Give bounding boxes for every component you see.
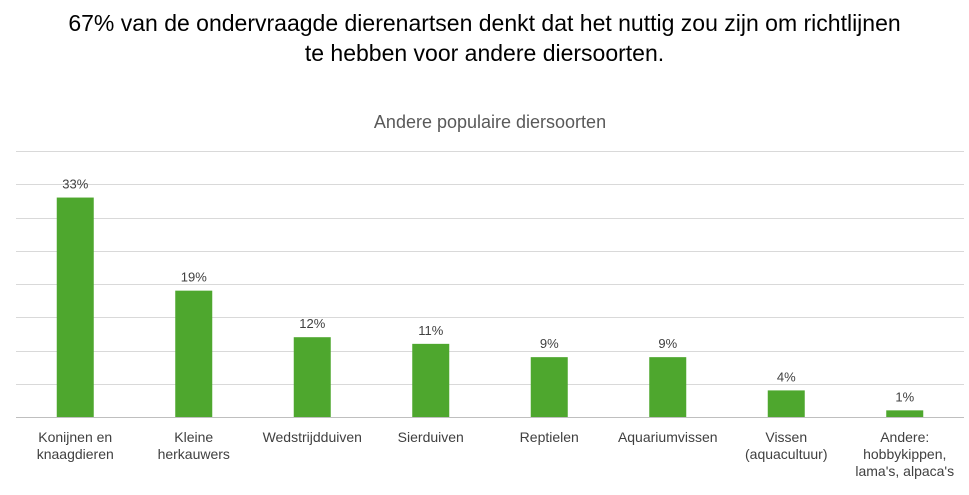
page-title-line-2: te hebben voor andere diersoorten. [304,40,665,66]
bar [649,357,687,417]
x-tick-label: Wedstrijdduiven [263,429,362,445]
x-tick-label: Kleine herkauwers [158,429,230,462]
data-label: 33% [62,177,88,192]
bar [886,410,924,417]
data-label: 12% [299,316,325,331]
bar [175,290,213,417]
x-tick-label: Andere: hobbykippen, lama's, alpaca's [855,429,954,479]
page-title-line-1: 67% van de ondervraagde dierenartsen den… [68,10,901,36]
data-labels: 33% 19% 12% 11% 9% 9% 4% 1% [62,177,914,405]
bar [530,357,568,417]
data-label: 11% [418,323,443,338]
data-label: 1% [895,389,914,404]
data-label: 19% [181,270,207,285]
chart-title: Andere populaire diersoorten [374,112,606,132]
bar [767,390,805,417]
gridlines [16,151,964,418]
x-tick-label: Sierduiven [398,429,464,445]
bar [56,197,94,417]
page-title: 67% van de ondervraagde dierenartsen den… [0,8,969,68]
bars [56,197,924,417]
x-axis-labels: Konijnen en knaagdieren Kleine herkauwers We… [37,429,954,479]
data-label: 9% [658,336,677,351]
x-tick-label: Aquariumvissen [618,429,718,445]
bar [293,337,331,417]
x-tick-label: Vissen (aquacultuur) [745,429,828,462]
x-tick-label: Konijnen en knaagdieren [37,429,114,462]
x-tick-label: Reptielen [520,429,579,445]
bar [412,343,450,417]
data-label: 9% [540,336,559,351]
data-label: 4% [777,369,796,384]
